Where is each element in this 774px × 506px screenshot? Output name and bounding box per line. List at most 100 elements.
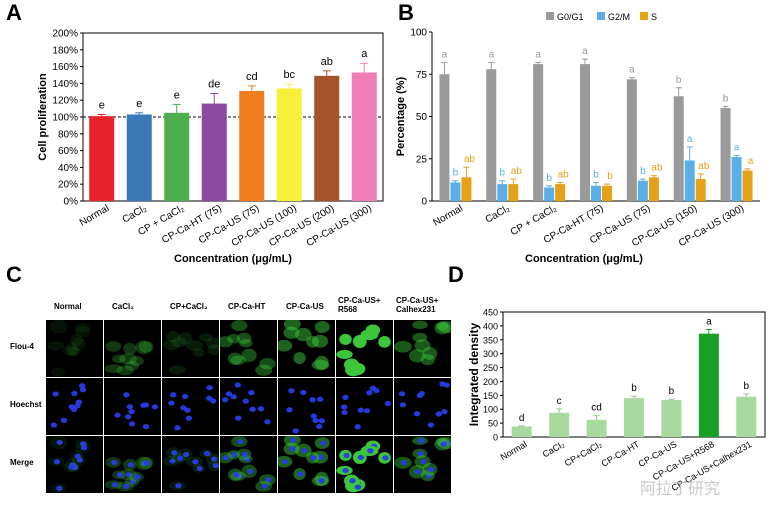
nucleus-mark (301, 447, 308, 454)
bar-d (736, 396, 757, 437)
nucleus-mark (343, 452, 350, 458)
nucleus-mark (79, 387, 87, 393)
nucleus-mark (210, 456, 218, 462)
panel-b-label: B (398, 0, 414, 25)
micrograph-tile (46, 378, 103, 435)
nucleus-mark (56, 485, 63, 491)
micrograph-tile (278, 436, 335, 493)
x-tick-label-d: CP+CaCl₂ (563, 439, 604, 469)
significance-letter-b: b (500, 168, 506, 179)
legend-label-b: G2/M (608, 12, 630, 22)
bar-b-g2m (637, 180, 648, 201)
nucleus-mark (440, 441, 447, 447)
green-cell-mark (105, 341, 121, 352)
significance-letter-d: c (557, 396, 562, 407)
significance-letter-b: ab (511, 166, 523, 177)
nucleus-mark (342, 394, 349, 400)
significance-letter-b: a (629, 65, 635, 76)
bar-a (164, 112, 190, 201)
green-cell-mark (171, 337, 187, 348)
micrograph-tile (394, 378, 451, 435)
nucleus-mark (134, 474, 141, 480)
y-tick-label-d: 250 (483, 363, 498, 373)
significance-letter-b: b (593, 169, 599, 180)
micrograph-image (336, 440, 391, 493)
y-tick-label-d: 50 (488, 419, 498, 429)
nucleus-mark (52, 391, 59, 397)
y-tick-label-a: 80% (58, 129, 78, 140)
nucleus-mark (50, 422, 58, 428)
bar-b-g2m (731, 157, 742, 201)
y-tick-label-a: 100% (52, 113, 78, 124)
micrograph-tile (46, 320, 103, 377)
micrograph-tile (162, 378, 219, 435)
bar-b-s (602, 185, 612, 201)
nucleus-mark (80, 445, 88, 451)
nucleus-mark (129, 479, 137, 485)
green-cell-mark (420, 354, 435, 366)
green-cell-mark (47, 341, 65, 351)
green-cell-mark (414, 339, 431, 353)
legend-swatch-b (640, 12, 648, 20)
green-cell-mark (207, 344, 219, 355)
y-tick-label-d: 300 (483, 349, 498, 359)
green-cell-mark (336, 349, 353, 359)
nucleus-mark (382, 455, 389, 461)
micrograph-column-label: CP-Ca-US+ R568 (338, 296, 381, 314)
nucleus-mark (342, 467, 349, 474)
green-cell-mark (168, 365, 187, 375)
bar-a (89, 116, 115, 201)
nucleus-mark (180, 405, 187, 411)
nucleus-mark (281, 459, 289, 465)
micrograph-tile (220, 436, 277, 493)
significance-letter-b: b (453, 168, 459, 179)
y-tick-label-d: 350 (483, 335, 498, 345)
green-cell-mark (311, 359, 330, 371)
nucleus-mark (168, 400, 175, 406)
nucleus-mark (399, 402, 407, 408)
nucleus-mark (320, 440, 327, 446)
chart-a: 0% 20% 40% 60% 80% 100% 120% 140% 160% 180% 200% e N… (37, 29, 384, 265)
bar-b-g0g1 (439, 74, 450, 201)
nucleus-mark (441, 409, 448, 415)
nucleus-mark (373, 387, 380, 394)
nucleus-mark (171, 450, 178, 456)
significance-letter-a: de (208, 78, 220, 90)
nucleus-mark (366, 390, 373, 396)
green-cell-mark (75, 326, 91, 338)
nucleus-mark (357, 407, 364, 413)
nucleus-mark (297, 471, 304, 477)
nucleus-mark (340, 404, 348, 410)
bar-a (239, 90, 265, 201)
micrograph-column-label: CP-Ca-US+ Calhex231 (396, 296, 439, 314)
green-cell-mark (350, 366, 364, 376)
y-tick-label-a: 40% (58, 163, 78, 174)
significance-letter-a: bc (283, 69, 295, 81)
green-cell-mark (231, 320, 248, 332)
bar-d (661, 400, 682, 437)
legend-swatch-b (546, 12, 554, 20)
nucleus-mark (261, 483, 268, 489)
significance-letter-d: b (669, 386, 675, 397)
micrograph-column-label: CP-Ca-US (286, 302, 324, 311)
significance-letter-a: e (174, 89, 180, 101)
green-cell-mark (49, 320, 68, 334)
nucleus-mark (286, 407, 293, 413)
panel-d-label: D (448, 262, 464, 287)
nucleus-mark (122, 483, 130, 489)
y-tick-label-d: 0 (493, 433, 498, 443)
legend-swatch-b (597, 12, 605, 20)
green-cell-mark (293, 351, 306, 365)
micrograph-image (104, 456, 154, 492)
nucleus-mark (234, 382, 242, 388)
micrograph-image (394, 436, 451, 482)
significance-letter-b: b (607, 171, 613, 182)
nucleus-mark (435, 411, 443, 417)
green-cell-mark (378, 335, 391, 348)
nucleus-mark (68, 404, 75, 410)
x-tick-label-a: CP-Ca-US (300) (305, 203, 374, 249)
nucleus-mark (349, 478, 356, 484)
nucleus-mark (427, 422, 435, 428)
nucleus-mark (212, 463, 219, 469)
green-cell-mark (162, 340, 181, 351)
